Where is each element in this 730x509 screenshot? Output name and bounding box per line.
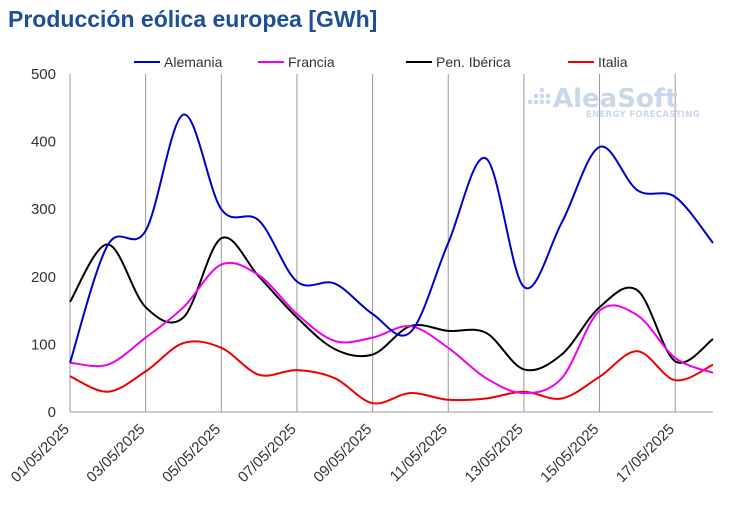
legend-label-pen-ib-rica: Pen. Ibérica bbox=[436, 54, 511, 70]
y-tick-label-500: 500 bbox=[31, 66, 56, 83]
y-tick-labels: 0 100 200 300 400 500 bbox=[31, 66, 56, 421]
series-line-alemania bbox=[69, 113, 714, 364]
y-tick-label-300: 300 bbox=[31, 201, 56, 218]
x-tick-label-17/05/2025: 17/05/2025 bbox=[613, 421, 678, 486]
x-tick-label-07/05/2025: 07/05/2025 bbox=[235, 421, 300, 486]
chart-title: Producción eólica europea [GWh] bbox=[8, 6, 378, 32]
y-tick-label-200: 200 bbox=[31, 269, 56, 286]
x-tick-label-11/05/2025: 11/05/2025 bbox=[387, 421, 451, 485]
x-tick-label-01/05/2025: 01/05/2025 bbox=[8, 421, 73, 486]
y-tick-label-100: 100 bbox=[31, 336, 56, 353]
x-tick-label-15/05/2025: 15/05/2025 bbox=[537, 421, 602, 486]
series-lines bbox=[69, 113, 714, 405]
legend-label-alemania: Alemania bbox=[164, 54, 223, 70]
legend: Alemania Francia Pen. Ibérica Italia bbox=[134, 54, 628, 70]
series-line-francia bbox=[69, 261, 714, 395]
x-tick-label-13/05/2025: 13/05/2025 bbox=[462, 421, 527, 486]
vertical-gridlines bbox=[69, 74, 676, 412]
legend-label-francia: Francia bbox=[288, 54, 335, 70]
axes bbox=[69, 74, 713, 413]
legend-label-italia: Italia bbox=[598, 54, 628, 70]
series-line-pen-ib-rica bbox=[69, 236, 714, 372]
series-line-italia bbox=[69, 340, 714, 405]
dots-logo-icon bbox=[527, 87, 551, 105]
y-tick-label-400: 400 bbox=[31, 134, 56, 151]
x-tick-labels: 01/05/2025 03/05/2025 05/05/2025 07/05/2025… bbox=[8, 421, 678, 486]
x-tick-label-05/05/2025: 05/05/2025 bbox=[159, 421, 224, 486]
watermark-main-text: AleaSoft bbox=[553, 84, 678, 114]
x-tick-label-03/05/2025: 03/05/2025 bbox=[83, 421, 148, 486]
watermark-sub-text: ENERGY FORECASTING bbox=[586, 110, 700, 120]
y-tick-label-0: 0 bbox=[48, 404, 56, 421]
aleasoft-watermark: AleaSoft ENERGY FORECASTING bbox=[527, 84, 700, 120]
x-tick-label-09/05/2025: 09/05/2025 bbox=[310, 421, 375, 486]
